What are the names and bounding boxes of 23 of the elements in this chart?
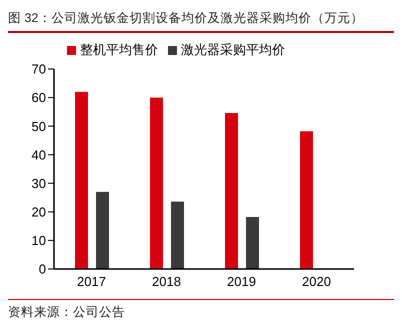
bar [150,98,163,269]
x-tick-label: 2017 [77,274,106,290]
x-tick-label: 2020 [302,274,331,290]
y-tick-label: 30 [32,176,46,191]
y-tick-label: 10 [32,233,46,248]
bar [246,217,259,269]
bar [96,192,109,269]
y-tick-label: 0 [38,262,46,277]
bar [300,131,313,269]
legend-label: 激光器采购平均价 [181,42,285,57]
legend-label: 整机平均售价 [80,42,158,57]
x-tick-label: 2019 [227,274,256,290]
text: 资料来源：公司公告 [8,299,394,321]
y-tick-label: 20 [32,204,46,220]
y-tick-label: 70 [32,62,46,77]
y-tick-label: 40 [32,147,46,162]
bar [171,202,184,269]
x-tick-label: 2018 [152,274,181,290]
y-tick-label: 50 [32,118,46,134]
chart-title: 图 32：公司激光钣金切割设备均价及激光器采购均价（万元） [8,8,394,33]
bar [75,92,88,269]
y-tick-label: 60 [32,90,46,106]
bar [225,113,238,269]
